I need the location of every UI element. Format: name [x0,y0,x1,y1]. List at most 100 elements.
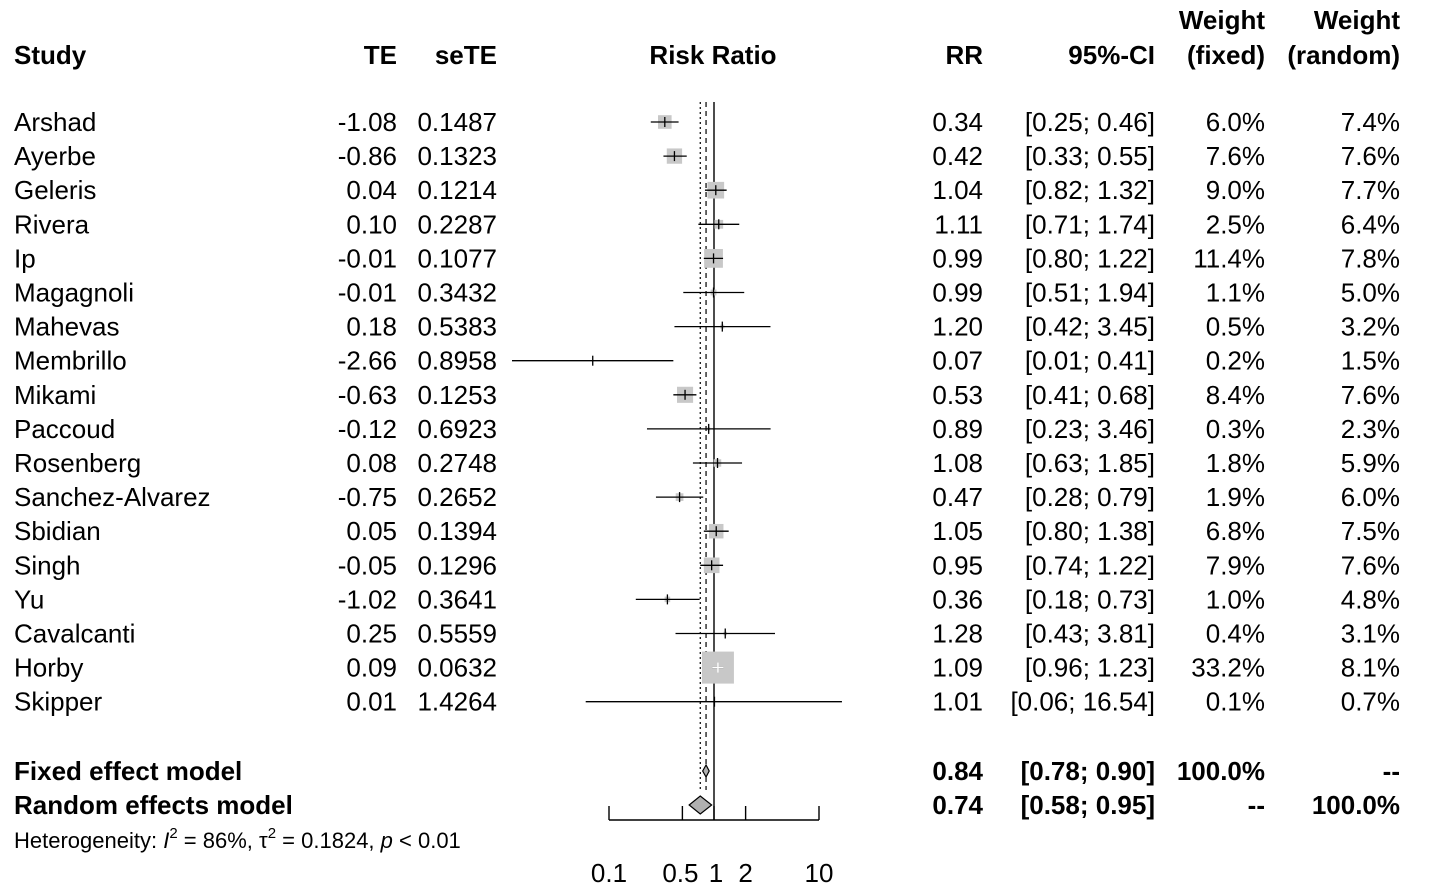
rr-value: 1.11 [934,209,983,239]
study-name: Mahevas [14,312,120,342]
weight-fixed-value: 2.5% [1206,209,1265,239]
te-value: -0.75 [338,482,397,512]
rr-value: 0.74 [932,790,983,820]
tau-superscript: 2 [268,825,276,842]
random-effects-row: Random effects model 0.74 [0.58; 0.95] -- 10… [14,790,1400,820]
weight-fixed-value: 1.0% [1206,584,1265,614]
weight-fixed-value: 6.0% [1206,107,1265,137]
sete-value: 0.1296 [417,550,497,580]
ci-value: [0.80; 1.22] [1025,243,1155,273]
ci-value: [0.33; 0.55] [1025,141,1155,171]
study-name: Arshad [14,107,96,137]
weight-fixed-value: 0.1% [1206,687,1265,717]
p-value: < 0.01 [393,828,461,853]
rr-value: 0.53 [932,380,983,410]
sete-value: 0.2748 [417,448,497,478]
study-name: Mikami [14,380,96,410]
weight-fixed-value: 100.0% [1177,756,1265,786]
rr-value: 0.89 [932,414,983,444]
te-value: 0.05 [346,516,397,546]
tau-symbol: τ [259,828,268,853]
weight-random-value: 7.8% [1341,243,1400,273]
i2-superscript: 2 [169,825,177,842]
sete-value: 0.1214 [417,175,497,205]
x-tick-label: 1 [709,858,723,888]
study-row: Horby 0.09 0.0632 1.09 [0.96; 1.23] 33.2% 8.1% [14,651,1400,684]
study-name: Horby [14,653,83,683]
weight-random-value: -- [1383,756,1400,786]
tau-value: = 0.1824, [276,828,381,853]
x-tick-label: 10 [805,858,834,888]
study-name: Paccoud [14,414,115,444]
te-value: 0.18 [346,312,397,342]
weight-fixed-value: 0.3% [1206,414,1265,444]
reference-lines [699,102,715,820]
header-te: TE [364,40,397,70]
ci-value: [0.06; 16.54] [1010,687,1155,717]
weight-fixed-value: 1.9% [1206,482,1265,512]
study-row: Rosenberg 0.08 0.2748 1.08 [0.63; 1.85] 1.8% 5… [14,448,1400,478]
study-name: Rivera [14,209,90,239]
weight-random-value: 2.3% [1341,414,1400,444]
ci-value: [0.51; 1.94] [1025,278,1155,308]
te-value: -0.01 [338,278,397,308]
study-name: Cavalcanti [14,619,135,649]
weight-fixed-value: 0.2% [1206,346,1265,376]
weight-fixed-value: 1.8% [1206,448,1265,478]
weight-fixed-value: 6.8% [1206,516,1265,546]
pooled-diamond [688,795,713,815]
heterogeneity-text: Heterogeneity: I2 = 86%, τ2 = 0.1824, p … [14,825,461,853]
rr-value: 0.99 [932,278,983,308]
rr-value: 1.01 [932,687,983,717]
ci-value: [0.74; 1.22] [1025,550,1155,580]
study-row: Sanchez-Alvarez -0.75 0.2652 0.47 [0.28; 0.7… [14,482,1400,512]
model-name: Fixed effect model [14,756,242,786]
rr-value: 1.05 [932,516,983,546]
study-row: Magagnoli -0.01 0.3432 0.99 [0.51; 1.94] 1.1%… [14,278,1400,308]
sete-value: 0.5383 [417,312,497,342]
pooled-diamond [701,763,710,779]
ci-value: [0.58; 0.95] [1021,790,1155,820]
study-row: Mikami -0.63 0.1253 0.53 [0.41; 0.68] 8.4% 7.6… [14,380,1400,410]
sete-value: 0.5559 [417,619,497,649]
te-value: -0.12 [338,414,397,444]
sete-value: 0.2287 [417,209,497,239]
weight-random-value: 1.5% [1341,346,1400,376]
ci-value: [0.23; 3.46] [1025,414,1155,444]
fixed-effect-row: Fixed effect model 0.84 [0.78; 0.90] 100.0%… [14,756,1400,786]
weight-fixed-value: 9.0% [1206,175,1265,205]
ci-value: [0.80; 1.38] [1025,516,1155,546]
sete-value: 1.4264 [417,687,497,717]
weight-fixed-value: 0.5% [1206,312,1265,342]
study-name: Magagnoli [14,278,134,308]
weight-fixed-value: 11.4% [1193,243,1265,273]
weight-random-value: 3.2% [1341,312,1400,342]
ci-value: [0.18; 0.73] [1025,584,1155,614]
te-value: -0.05 [338,550,397,580]
rr-value: 1.28 [932,619,983,649]
ci-value: [0.63; 1.85] [1025,448,1155,478]
study-row: Arshad -1.08 0.1487 0.34 [0.25; 0.46] 6.0% 7.4… [14,107,1400,137]
heterogeneity-prefix: Heterogeneity: [14,828,163,853]
weight-random-value: 7.4% [1341,107,1400,137]
weight-random-value: 0.7% [1341,687,1400,717]
study-name: Ayerbe [14,141,96,171]
rr-value: 0.42 [932,141,983,171]
study-row: Ayerbe -0.86 0.1323 0.42 [0.33; 0.55] 7.6% 7.6… [14,141,1400,171]
study-name: Geleris [14,175,96,205]
header-ci: 95%-CI [1068,40,1155,70]
weight-random-value: 5.9% [1341,448,1400,478]
weight-random-value: 6.0% [1341,482,1400,512]
weight-random-value: 7.7% [1341,175,1400,205]
study-name: Ip [14,243,36,273]
study-rows: Arshad -1.08 0.1487 0.34 [0.25; 0.46] 6.0% 7.4… [14,107,1400,717]
i2-symbol: I [163,828,169,853]
ci-value: [0.82; 1.32] [1025,175,1155,205]
study-name: Yu [14,584,44,614]
rr-value: 0.95 [932,550,983,580]
ci-value: [0.43; 3.81] [1025,619,1155,649]
study-row: Sbidian 0.05 0.1394 1.05 [0.80; 1.38] 6.8% 7.5… [14,516,1400,546]
sete-value: 0.2652 [417,482,497,512]
sete-value: 0.8958 [417,346,497,376]
